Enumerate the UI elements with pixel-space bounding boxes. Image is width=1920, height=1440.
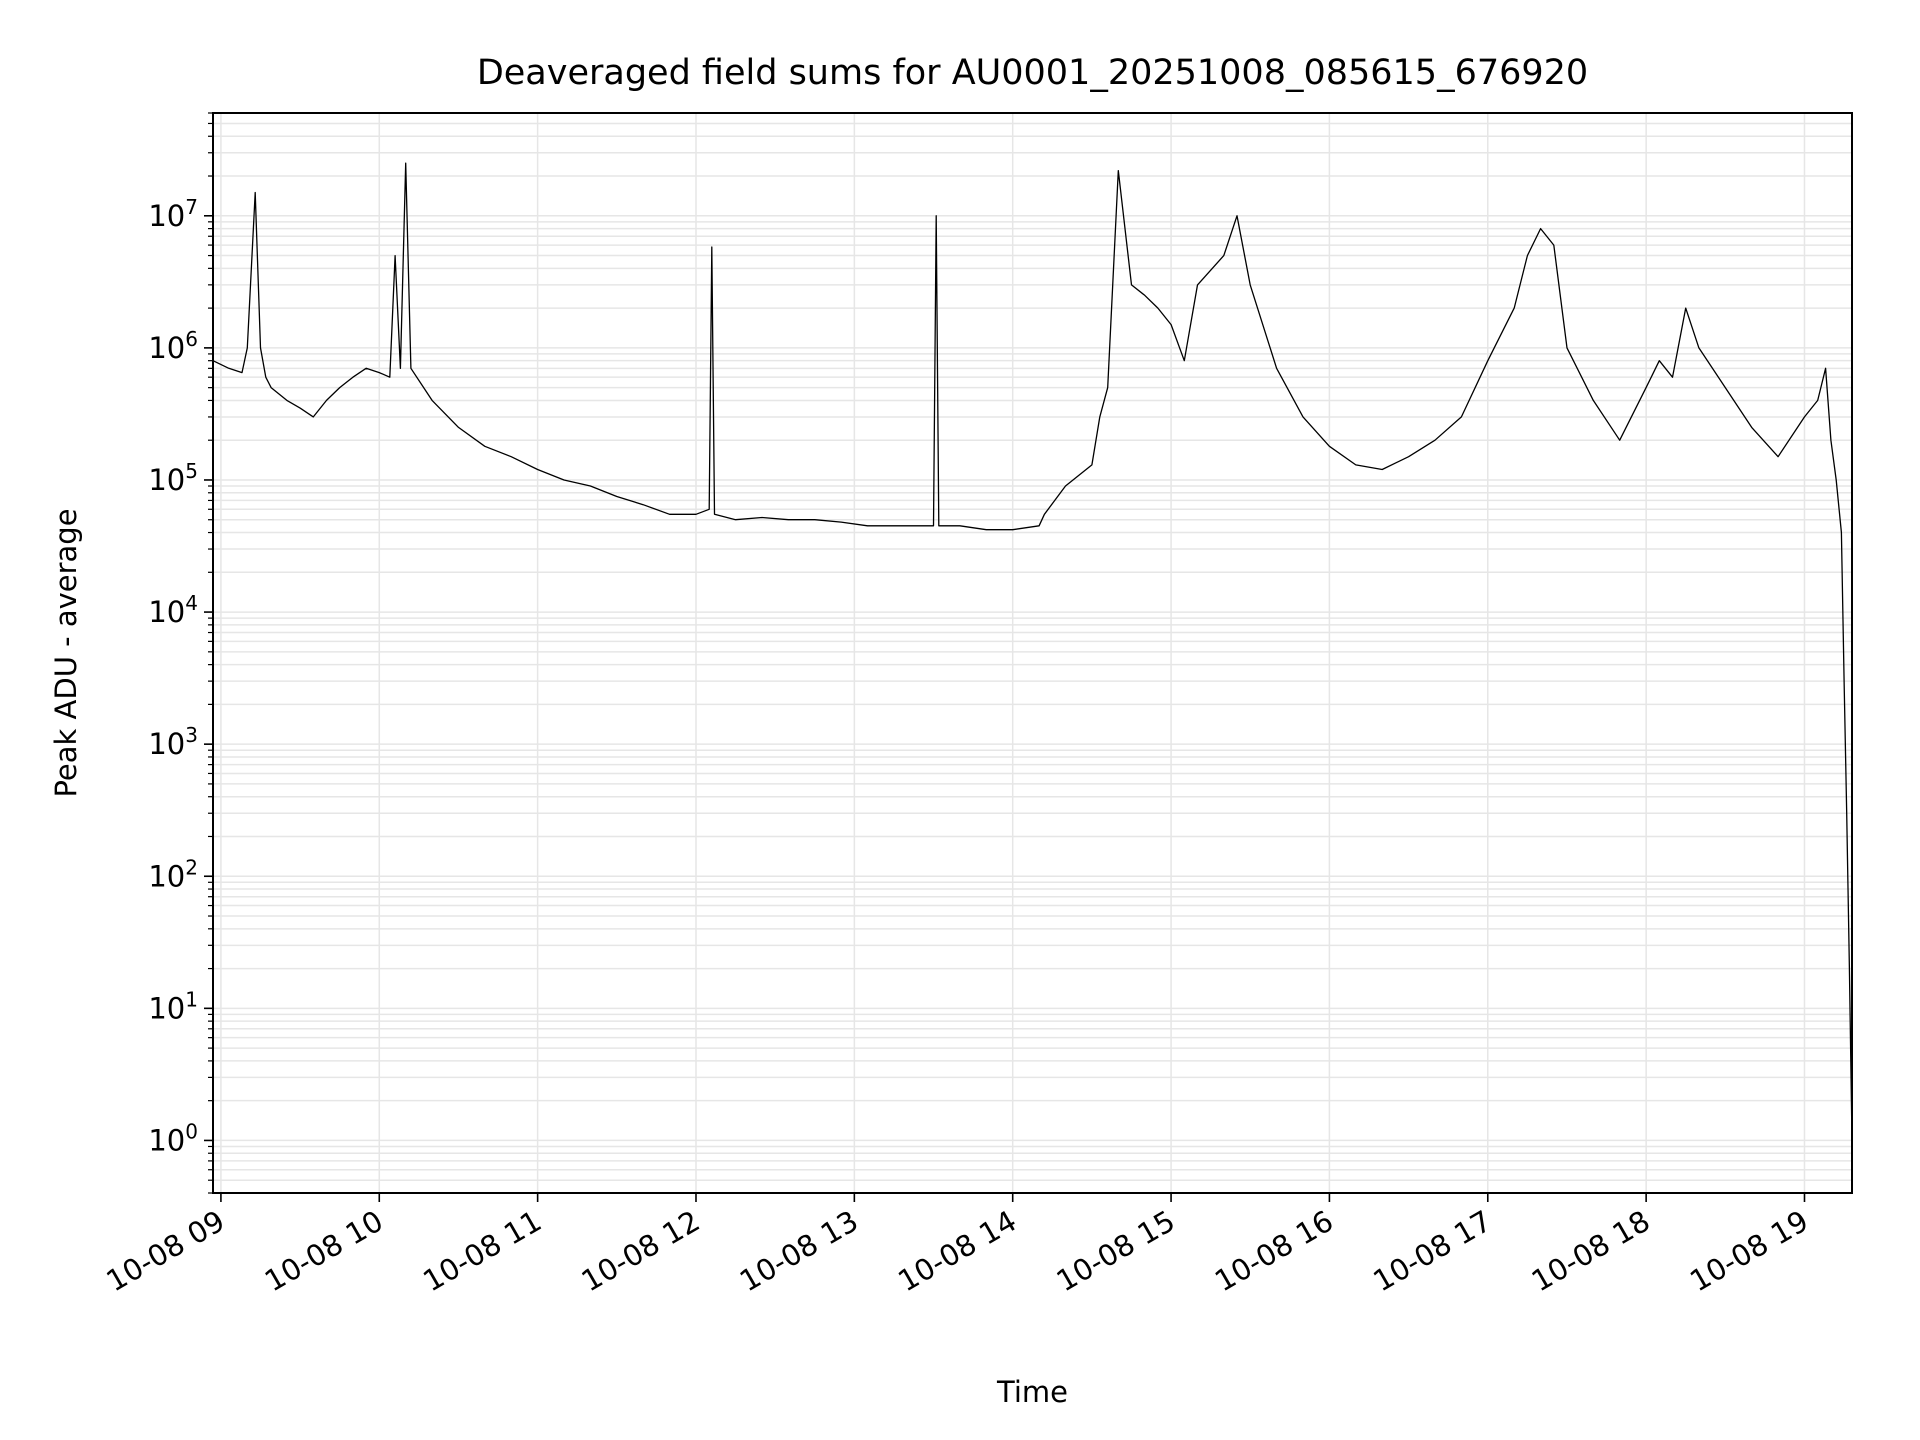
grid — [213, 112, 1852, 1194]
series-layer — [212, 162, 1853, 1141]
y-tick-label: 104 — [148, 591, 198, 629]
plot-frame — [212, 112, 1853, 1194]
chart-title: Deaveraged field sums for AU0001_2025100… — [477, 53, 1588, 93]
x-axis-title: Time — [996, 1375, 1068, 1409]
y-tick-label: 107 — [148, 195, 198, 233]
y-tick-label: 106 — [148, 327, 198, 365]
series-line — [212, 162, 1853, 1141]
y-tick-label: 101 — [148, 987, 198, 1025]
y-tick-label: 105 — [148, 459, 198, 497]
y-tick-label: 102 — [148, 855, 198, 893]
y-tick-label: 103 — [148, 723, 198, 761]
y-tick-label: 100 — [148, 1119, 198, 1157]
y-axis-title: Peak ADU - average — [49, 508, 83, 797]
